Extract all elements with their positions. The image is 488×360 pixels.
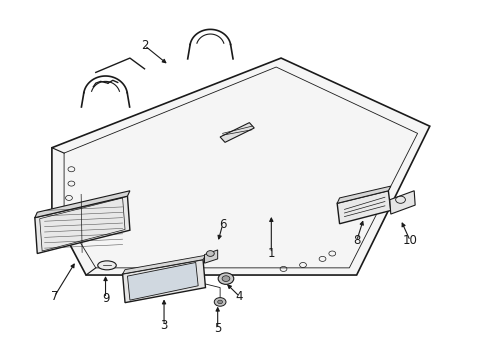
Circle shape <box>214 298 225 306</box>
Polygon shape <box>389 191 414 214</box>
Circle shape <box>206 251 214 256</box>
Polygon shape <box>127 262 198 300</box>
Text: 3: 3 <box>160 319 167 332</box>
Ellipse shape <box>98 261 116 270</box>
Circle shape <box>222 276 229 282</box>
Text: 1: 1 <box>267 247 275 260</box>
Polygon shape <box>35 191 130 218</box>
Polygon shape <box>122 255 205 274</box>
Text: 4: 4 <box>235 290 243 303</box>
Text: 8: 8 <box>352 234 360 247</box>
Text: 10: 10 <box>402 234 417 247</box>
Text: 5: 5 <box>214 322 221 335</box>
Circle shape <box>218 273 233 284</box>
Polygon shape <box>52 58 429 275</box>
Polygon shape <box>336 186 390 203</box>
Text: 9: 9 <box>102 292 109 305</box>
Circle shape <box>217 300 222 304</box>
Polygon shape <box>336 191 390 224</box>
Polygon shape <box>204 250 217 263</box>
Text: 6: 6 <box>218 218 226 231</box>
Text: 7: 7 <box>50 290 58 303</box>
Polygon shape <box>122 260 205 303</box>
Polygon shape <box>35 196 130 253</box>
Polygon shape <box>220 123 254 142</box>
Text: 2: 2 <box>141 39 148 52</box>
